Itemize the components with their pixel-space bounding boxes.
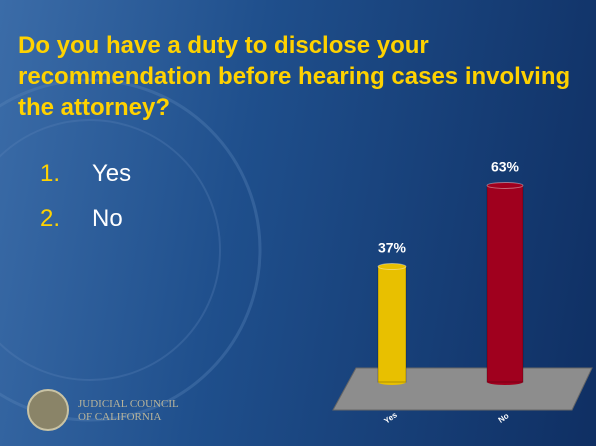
value-label: 37% — [378, 240, 407, 256]
x-tick-label: Yes — [382, 410, 399, 426]
slide: Do you have a duty to disclose your reco… — [0, 0, 596, 446]
value-label: 63% — [491, 158, 520, 174]
bar — [487, 185, 523, 382]
chart: 37% Yes 63% No — [0, 0, 596, 446]
x-tick-label: No — [497, 411, 511, 425]
bar-top — [487, 182, 523, 188]
bar — [378, 267, 406, 382]
chart-floor — [333, 368, 592, 410]
bar-top — [378, 264, 406, 270]
